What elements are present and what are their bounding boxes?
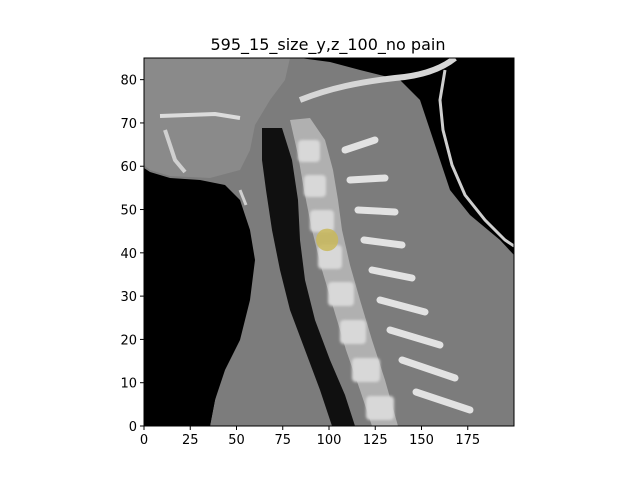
posterior-skin-edge [438,69,514,248]
overlay-marker [316,228,339,252]
anterior-neck-edge [144,300,225,426]
spinous-processes [341,136,474,414]
x-tick-label: 125 [363,433,388,448]
y-tick-label: 30 [120,290,137,305]
x-tick-label: 75 [274,433,291,448]
x-axis: 0 25 50 75 100 125 150 175 [140,426,480,448]
x-tick-label: 100 [317,433,342,448]
y-tick-label: 50 [120,204,137,219]
y-tick-label: 0 [129,420,137,435]
ct-image [144,58,514,426]
chart-title: 595_15_size_y,z_100_no pain [211,35,446,55]
y-tick-label: 80 [120,74,137,89]
occipital-bone [298,58,457,103]
skull-base [144,58,290,178]
hard-palate [159,111,241,120]
mandible [163,129,187,174]
y-tick-label: 10 [120,377,137,392]
y-axis: 0 10 20 30 40 50 60 70 80 [120,74,144,435]
posterior-background [445,58,514,250]
x-tick-label: 150 [409,433,434,448]
x-tick-label: 25 [182,433,199,448]
y-tick-label: 70 [120,117,137,132]
y-tick-label: 40 [120,247,137,262]
vertebral-bodies [298,140,394,420]
x-tick-label: 175 [455,433,480,448]
y-tick-label: 20 [120,333,137,348]
airway [262,128,355,426]
x-tick-label: 50 [228,433,245,448]
y-tick-label: 60 [120,160,137,175]
x-tick-label: 0 [140,433,148,448]
hyoid [238,189,248,206]
